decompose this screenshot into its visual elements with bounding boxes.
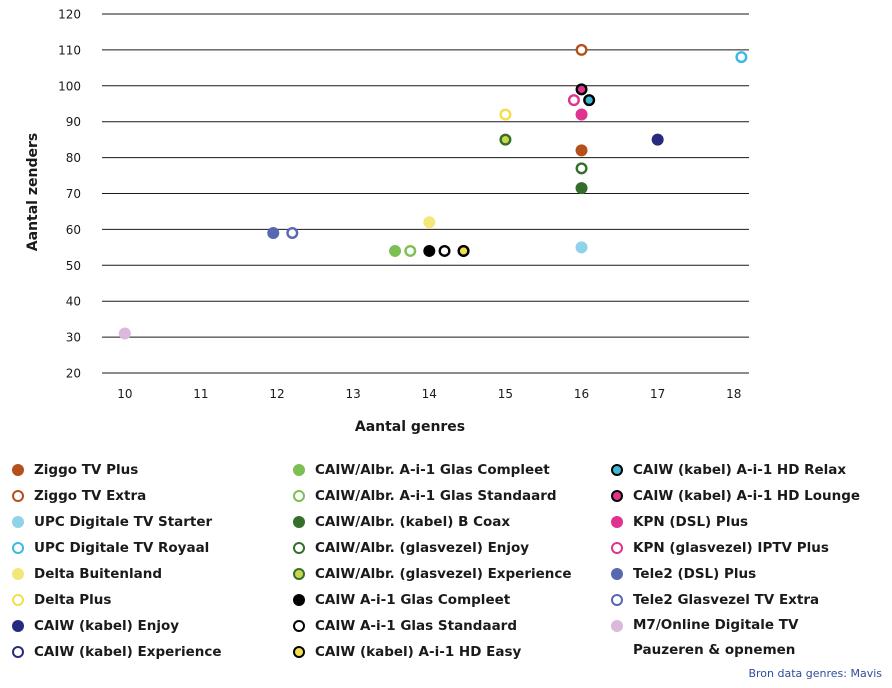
legend-label: KPN (glasvezel) IPTV Plus bbox=[633, 540, 829, 556]
data-point bbox=[575, 182, 588, 195]
legend-label: CAIW A-i-1 Glas Compleet bbox=[315, 592, 511, 608]
legend-label: CAIW/Albr. (glasvezel) Experience bbox=[315, 566, 572, 582]
legend-marker bbox=[611, 490, 623, 502]
legend-label: Ziggo TV Extra bbox=[34, 488, 147, 504]
legend-label: CAIW (kabel) Enjoy bbox=[34, 618, 180, 634]
y-tick-label: 30 bbox=[66, 331, 81, 345]
data-point bbox=[575, 83, 588, 96]
legend-marker bbox=[611, 568, 623, 580]
legend-marker bbox=[611, 542, 623, 554]
legend-label: UPC Digitale TV Starter bbox=[34, 514, 213, 530]
legend-marker bbox=[12, 490, 24, 502]
legend-marker bbox=[12, 620, 24, 632]
legend-label: CAIW/Albr. A-i-1 Glas Compleet bbox=[315, 462, 550, 478]
legend-label: Delta Buitenland bbox=[34, 566, 163, 582]
legend-marker bbox=[611, 464, 623, 476]
data-point bbox=[457, 244, 470, 257]
legend-marker bbox=[293, 490, 305, 502]
data-point bbox=[575, 241, 588, 254]
legend-label: Tele2 (DSL) Plus bbox=[633, 566, 757, 582]
data-point bbox=[651, 133, 664, 146]
legend-label: UPC Digitale TV Royaal bbox=[34, 540, 210, 556]
legend-marker bbox=[12, 516, 24, 528]
legend-marker bbox=[611, 620, 623, 632]
legend-label: CAIW/Albr. A-i-1 Glas Standaard bbox=[315, 488, 557, 504]
y-tick-label: 70 bbox=[66, 187, 81, 201]
gridlines bbox=[102, 13, 749, 374]
y-tick-label: 100 bbox=[58, 79, 81, 93]
x-tick-label: 16 bbox=[574, 387, 589, 401]
data-point bbox=[567, 94, 580, 107]
legend-marker bbox=[293, 516, 305, 528]
data-points bbox=[118, 43, 748, 340]
data-point bbox=[575, 108, 588, 121]
y-axis-label: Aantal zenders bbox=[25, 133, 41, 251]
legend-marker bbox=[12, 646, 24, 658]
legend-label: CAIW (kabel) A-i-1 HD Lounge bbox=[633, 488, 861, 504]
x-axis-label: Aantal genres bbox=[355, 419, 465, 435]
legend-label: M7/Online Digitale TV Pauzeren & opnemen bbox=[633, 617, 799, 658]
legend-label: Delta Plus bbox=[34, 592, 112, 608]
data-point bbox=[735, 51, 748, 64]
legend-label: Tele2 Glasvezel TV Extra bbox=[633, 592, 820, 608]
data-point bbox=[404, 244, 417, 257]
y-tick-labels: 20 30 40 50 60 70 80 90 100 110 120 bbox=[58, 8, 81, 381]
data-point bbox=[583, 94, 596, 107]
y-tick-label: 80 bbox=[66, 151, 81, 165]
x-tick-label: 12 bbox=[269, 387, 284, 401]
legend-label: CAIW/Albr. (kabel) B Coax bbox=[315, 514, 511, 530]
y-tick-label: 120 bbox=[58, 8, 81, 22]
legend-label: CAIW (kabel) A-i-1 HD Easy bbox=[315, 644, 522, 660]
data-point bbox=[423, 216, 436, 229]
legend-marker bbox=[293, 464, 305, 476]
x-tick-label: 17 bbox=[650, 387, 665, 401]
legend-label: CAIW A-i-1 Glas Standaard bbox=[315, 618, 517, 634]
legend-marker bbox=[293, 620, 305, 632]
legend-label: CAIW (kabel) A-i-1 HD Relax bbox=[633, 462, 847, 478]
y-tick-label: 90 bbox=[66, 115, 81, 129]
legend-marker bbox=[611, 516, 623, 528]
data-point bbox=[575, 162, 588, 175]
legend-marker bbox=[12, 464, 24, 476]
x-tick-label: 11 bbox=[193, 387, 208, 401]
legend: Ziggo TV Plus Ziggo TV Extra UPC Digitale … bbox=[0, 460, 892, 660]
legend-marker bbox=[293, 568, 305, 580]
data-point bbox=[286, 226, 299, 239]
legend-marker bbox=[293, 594, 305, 606]
data-point bbox=[575, 144, 588, 157]
x-tick-label: 14 bbox=[422, 387, 437, 401]
legend-label: CAIW (kabel) Experience bbox=[34, 644, 222, 660]
legend-marker bbox=[12, 568, 24, 580]
y-tick-label: 60 bbox=[66, 223, 81, 237]
data-point bbox=[499, 108, 512, 121]
data-point bbox=[499, 133, 512, 146]
y-tick-label: 110 bbox=[58, 43, 81, 57]
legend-marker bbox=[293, 542, 305, 554]
x-tick-labels: 10 11 12 13 14 15 16 17 18 bbox=[117, 387, 741, 401]
legend-marker bbox=[611, 594, 623, 606]
legend-label: KPN (DSL) Plus bbox=[633, 514, 749, 530]
data-point bbox=[438, 244, 451, 257]
data-point bbox=[575, 43, 588, 56]
y-tick-label: 40 bbox=[66, 295, 81, 309]
data-point bbox=[423, 244, 436, 257]
data-point bbox=[118, 327, 131, 340]
legend-marker bbox=[12, 542, 24, 554]
scatter-chart: 20 30 40 50 60 70 80 90 100 110 120 10 11 12 13 14 15 16… bbox=[25, 8, 749, 435]
x-tick-label: 13 bbox=[346, 387, 361, 401]
x-tick-label: 10 bbox=[117, 387, 132, 401]
legend-marker bbox=[293, 646, 305, 658]
legend-label: Ziggo TV Plus bbox=[34, 462, 139, 478]
x-tick-label: 15 bbox=[498, 387, 513, 401]
legend-marker bbox=[12, 594, 24, 606]
data-point bbox=[389, 244, 402, 257]
x-tick-label: 18 bbox=[726, 387, 741, 401]
y-tick-label: 20 bbox=[66, 367, 81, 381]
source-note: Bron data genres: Mavis bbox=[748, 667, 882, 680]
y-tick-label: 50 bbox=[66, 259, 81, 273]
legend-label: CAIW/Albr. (glasvezel) Enjoy bbox=[315, 540, 530, 556]
data-point bbox=[267, 226, 280, 239]
